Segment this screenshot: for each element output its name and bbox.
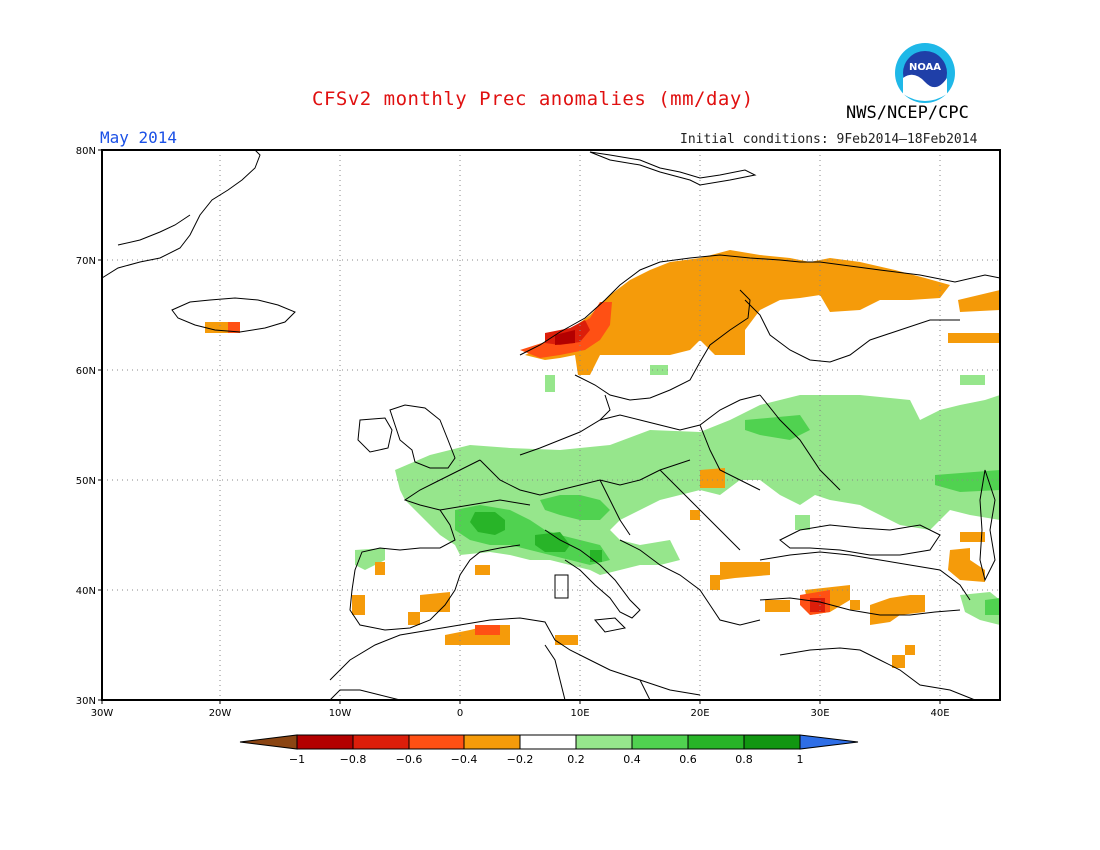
- colorbar-segment: [631, 734, 689, 750]
- anomaly-fill-layer: [205, 250, 1000, 668]
- forecast-month: May 2014: [100, 128, 178, 147]
- lat-label: 40N: [76, 586, 96, 597]
- lat-label: 30N: [76, 696, 96, 707]
- dry-anomaly-light: [205, 250, 1000, 668]
- lon-label: 40E: [930, 708, 949, 719]
- colorbar-label: 0.6: [679, 753, 697, 766]
- map-frame: [101, 149, 1001, 701]
- colorbar-label: −0.4: [451, 753, 478, 766]
- lat-label: 50N: [76, 476, 96, 487]
- colorbar-labels: −1 −0.8 −0.6 −0.4 −0.2 0.2 0.4 0.6 0.8 1: [289, 753, 804, 766]
- colorbar-segment: [575, 734, 633, 750]
- initial-conditions: Initial conditions: 9Feb2014–18Feb2014: [680, 132, 978, 147]
- lat-label: 80N: [76, 146, 96, 157]
- colorbar: [239, 734, 859, 750]
- colorbar-segment: [463, 734, 521, 750]
- colorbar-segment: [743, 734, 801, 750]
- svg-text:NOAA: NOAA: [909, 62, 941, 73]
- colorbar-segment: [519, 734, 577, 750]
- colorbar-label: −0.8: [340, 753, 367, 766]
- lon-label: 30E: [810, 708, 829, 719]
- wet-anomaly-strong: [470, 512, 602, 562]
- colorbar-segment: [352, 734, 410, 750]
- colorbar-label: 1: [797, 753, 804, 766]
- noaa-logo-icon: NOAA: [895, 43, 955, 103]
- colorbar-label: −0.2: [507, 753, 534, 766]
- chart-title: CFSv2 monthly Prec anomalies (mm/day): [312, 88, 754, 110]
- lon-label: 10E: [570, 708, 589, 719]
- lon-label: 20W: [209, 708, 232, 719]
- longitude-labels: 30W 20W 10W 0 10E 20E 30E 40E: [91, 708, 950, 719]
- colorbar-label: 0.2: [567, 753, 585, 766]
- colorbar-label: −0.6: [396, 753, 423, 766]
- coastlines: [101, 149, 1001, 701]
- colorbar-segment: [408, 734, 465, 750]
- colorbar-segment: [687, 734, 745, 750]
- colorbar-label: 0.8: [735, 753, 753, 766]
- colorbar-label: 0.4: [623, 753, 641, 766]
- dry-anomaly-severe: [555, 330, 575, 345]
- lon-label: 30W: [91, 708, 114, 719]
- lat-label: 70N: [76, 256, 96, 267]
- lon-label: 0: [457, 708, 463, 719]
- lat-label: 60N: [76, 366, 96, 377]
- lon-label: 20E: [690, 708, 709, 719]
- colorbar-segment: [799, 734, 859, 750]
- colorbar-label: −1: [289, 753, 305, 766]
- colorbar-segment: [296, 734, 354, 750]
- lon-label: 10W: [329, 708, 352, 719]
- latitude-labels: 80N 70N 60N 50N 40N 30N: [76, 146, 96, 707]
- colorbar-segment: [239, 734, 298, 750]
- agency-label: NWS/NCEP/CPC: [846, 103, 969, 123]
- wet-anomaly-light: [355, 365, 1000, 625]
